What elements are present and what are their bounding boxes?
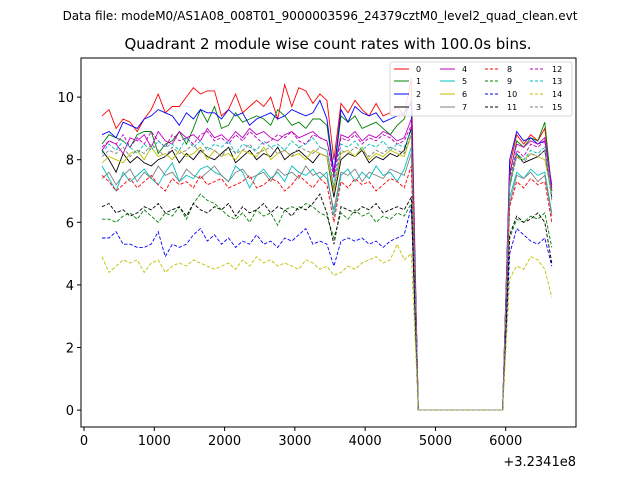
legend-label: 14 bbox=[552, 90, 562, 99]
legend-label: 15 bbox=[552, 103, 562, 112]
legend-item-module-0: 0 bbox=[394, 65, 421, 74]
legend-frame bbox=[389, 61, 573, 117]
legend-label: 0 bbox=[416, 65, 421, 74]
legend-item-module-14: 14 bbox=[530, 90, 562, 99]
legend-item-module-11: 11 bbox=[485, 103, 517, 112]
x-offset-label: +3.2341e8 bbox=[503, 455, 576, 470]
series-line-module-11 bbox=[101, 193, 553, 411]
y-tick-label: 2 bbox=[66, 342, 74, 357]
legend-label: 9 bbox=[507, 77, 512, 86]
chart-title: Quadrant 2 module wise count rates with … bbox=[124, 35, 531, 53]
legend-label: 4 bbox=[462, 65, 467, 74]
legend-label: 6 bbox=[462, 90, 467, 99]
y-tick-label: 10 bbox=[57, 91, 74, 106]
y-axis: 0 2 4 6 8 10 bbox=[57, 91, 81, 419]
legend-item-module-8: 8 bbox=[485, 65, 512, 74]
x-tick-label: 5000 bbox=[419, 434, 452, 449]
y-tick-label: 8 bbox=[66, 154, 74, 169]
series-layer bbox=[101, 78, 553, 411]
legend-item-module-1: 1 bbox=[394, 77, 421, 86]
y-tick-label: 4 bbox=[66, 279, 74, 294]
legend-item-module-15: 15 bbox=[530, 103, 562, 112]
legend-label: 2 bbox=[416, 90, 421, 99]
series-line-module-15 bbox=[101, 134, 553, 411]
y-tick-label: 6 bbox=[66, 216, 74, 231]
legend-label: 11 bbox=[507, 103, 517, 112]
legend-label: 8 bbox=[507, 65, 512, 74]
legend-item-module-10: 10 bbox=[485, 90, 517, 99]
legend-label: 12 bbox=[552, 65, 562, 74]
x-tick-label: 2000 bbox=[208, 434, 241, 449]
suptitle: Data file: modeM0/AS1A08_008T01_90000035… bbox=[63, 9, 578, 23]
legend-label: 1 bbox=[416, 77, 421, 86]
x-tick-label: 1000 bbox=[138, 434, 171, 449]
legend-item-module-3: 3 bbox=[394, 103, 421, 112]
legend-item-module-13: 13 bbox=[530, 77, 562, 86]
legend-item-module-7: 7 bbox=[440, 103, 467, 112]
x-axis: 0 1000 2000 3000 4000 5000 6000 bbox=[80, 427, 522, 449]
legend-item-module-4: 4 bbox=[440, 65, 467, 74]
series-line-module-13 bbox=[101, 131, 553, 411]
legend-item-module-6: 6 bbox=[440, 90, 467, 99]
series-line-module-10 bbox=[102, 206, 553, 411]
y-tick-label: 0 bbox=[66, 404, 74, 419]
legend-label: 3 bbox=[416, 103, 421, 112]
x-tick-label: 4000 bbox=[349, 434, 382, 449]
legend-label: 7 bbox=[462, 103, 467, 112]
legend-label: 13 bbox=[552, 77, 562, 86]
legend-label: 10 bbox=[507, 90, 517, 99]
legend-item-module-9: 9 bbox=[485, 77, 512, 86]
legend-label: 5 bbox=[462, 77, 467, 86]
legend-item-module-2: 2 bbox=[394, 90, 421, 99]
axes-frame bbox=[80, 57, 577, 428]
x-tick-label: 6000 bbox=[489, 434, 522, 449]
legend-item-module-5: 5 bbox=[440, 77, 467, 86]
x-tick-label: 0 bbox=[80, 434, 88, 449]
x-tick-label: 3000 bbox=[278, 434, 311, 449]
legend-item-module-12: 12 bbox=[530, 65, 562, 74]
